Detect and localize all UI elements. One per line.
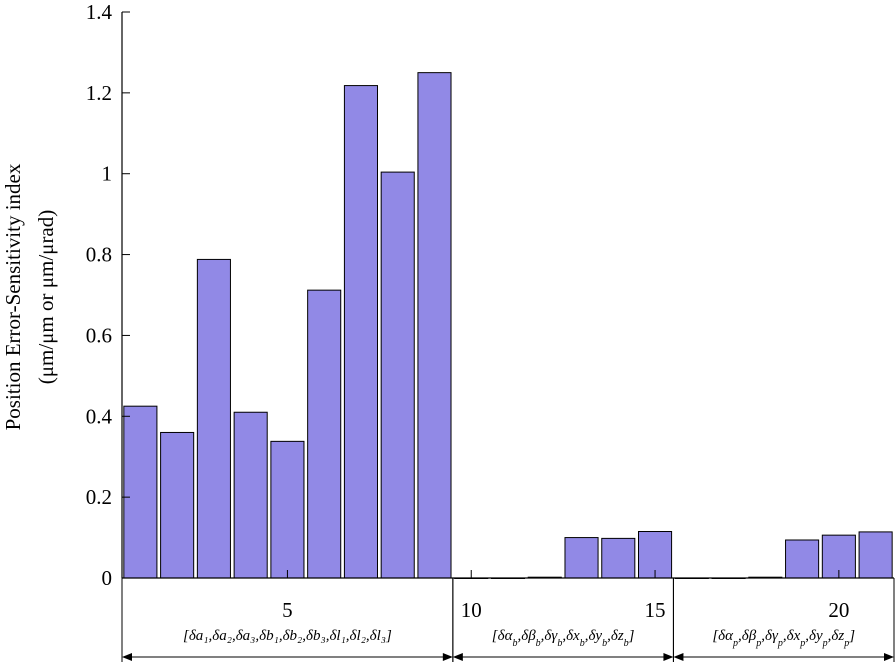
bar — [307, 289, 342, 579]
y-ticks-layer: 0 0.2 0.4 0.6 0.8 1 1.2 1.4 — [86, 0, 130, 590]
arrow-head-left — [122, 653, 132, 661]
y-tick-label: 1.4 — [86, 0, 113, 24]
bar — [123, 405, 158, 579]
bars-layer — [123, 72, 893, 579]
group-label: [δa₁,δa₂,δa₃,δb₁,δb₂,δb₃,δl₁,δl₂,δl₃] — [183, 628, 392, 644]
y-tick-label: 0.8 — [86, 243, 112, 267]
group-label: [δαb,δβb,δγb,δxb,δyb,δzb] — [492, 628, 635, 649]
x-tick-label: 10 — [461, 598, 482, 622]
y-tick-label: 0.6 — [86, 323, 112, 347]
bar — [233, 411, 268, 579]
axes-layer — [121, 12, 894, 579]
bar — [343, 85, 378, 579]
bar — [160, 431, 195, 579]
y-axis-unit: (μm/μm or μm/μrad) — [34, 210, 58, 385]
arrow-head-left — [452, 653, 463, 661]
arrow-head-right — [884, 653, 894, 661]
bar — [785, 539, 820, 579]
group-annotations-layer: [δa₁,δa₂,δa₃,δb₁,δb₂,δb₃,δl₁,δl₂,δl₃] [δα… — [121, 578, 895, 662]
x-tick-label: 15 — [645, 598, 666, 622]
bar — [270, 440, 305, 579]
bar — [858, 531, 893, 579]
x-tick-label: 20 — [828, 598, 849, 622]
bar — [601, 537, 636, 579]
bar — [564, 537, 599, 579]
y-tick-label: 1 — [102, 162, 113, 186]
bar — [196, 258, 231, 579]
y-tick-label: 0.4 — [86, 404, 113, 428]
group-label: [δαp,δβp,δγp,δxp,δyp,δzp] — [712, 628, 855, 649]
arrow-head-left — [673, 653, 684, 661]
y-tick-label: 0 — [102, 566, 113, 590]
x-tick-label: 5 — [282, 598, 293, 622]
bar — [417, 72, 452, 579]
y-tick-label: 1.2 — [86, 81, 112, 105]
x-ticks-layer: 5 10 15 20 — [282, 570, 849, 622]
arrow-head-right — [663, 653, 674, 661]
arrow-head-right — [442, 653, 453, 661]
y-axis-title: Position Error-Sensitivity index — [1, 163, 25, 430]
y-tick-label: 0.2 — [86, 485, 112, 509]
bar — [380, 171, 415, 579]
